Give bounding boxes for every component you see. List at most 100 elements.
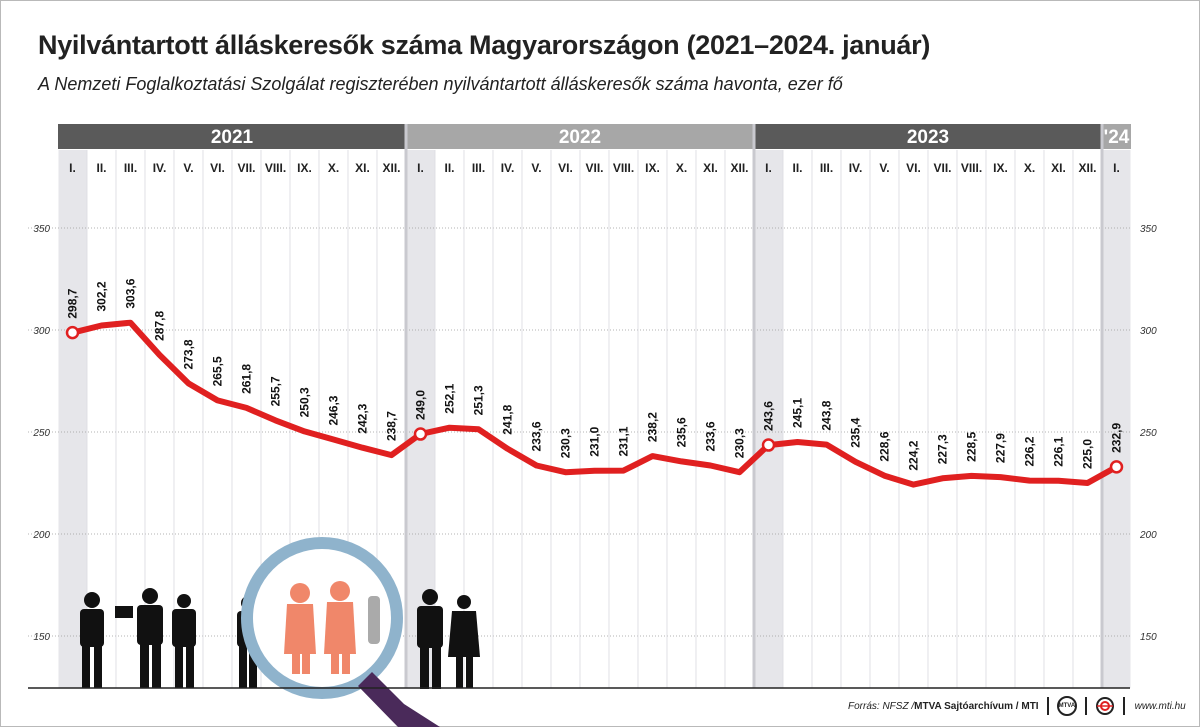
month-label: VI. xyxy=(906,161,921,175)
month-label: XI. xyxy=(703,161,718,175)
month-label: XII. xyxy=(1078,161,1096,175)
month-label: II. xyxy=(96,161,106,175)
data-label: 242,3 xyxy=(356,403,370,433)
data-label: 226,1 xyxy=(1052,436,1066,466)
person-silhouette xyxy=(115,588,163,688)
data-label: 287,8 xyxy=(153,311,167,341)
january-band xyxy=(1102,150,1131,688)
y-tick-label-left: 350 xyxy=(33,224,50,235)
data-label: 233,6 xyxy=(704,421,718,451)
data-label: 246,3 xyxy=(327,395,341,425)
data-label: 250,3 xyxy=(298,387,312,417)
footer-source: Forrás: NFSZ / xyxy=(848,700,915,712)
y-tick-label-left: 300 xyxy=(33,326,50,337)
month-label: VIII. xyxy=(961,161,982,175)
month-label: V. xyxy=(183,161,193,175)
data-label: 302,2 xyxy=(95,281,109,311)
y-tick-label-left: 200 xyxy=(32,530,50,541)
footer: Forrás: NFSZ / MTVA Sajtóarchívum / MTI … xyxy=(848,695,1186,717)
data-label: 235,6 xyxy=(675,417,689,447)
chart-title: Nyilvántartott álláskeresők száma Magyar… xyxy=(38,30,931,60)
data-label: 224,2 xyxy=(907,440,921,470)
month-label: XI. xyxy=(355,161,370,175)
data-label: 303,6 xyxy=(124,278,138,308)
data-label: 265,5 xyxy=(211,356,225,386)
year-header-bar xyxy=(754,124,1102,149)
footer-org: MTVA Sajtóarchívum / MTI xyxy=(914,700,1039,712)
month-label: I. xyxy=(765,161,772,175)
january-marker xyxy=(65,325,80,340)
data-label: 227,9 xyxy=(994,433,1008,463)
month-label: XI. xyxy=(1051,161,1066,175)
month-label: V. xyxy=(531,161,541,175)
month-label: V. xyxy=(879,161,889,175)
data-label: 235,4 xyxy=(849,417,863,447)
month-label: XII. xyxy=(382,161,400,175)
mtva-logo: MTVA xyxy=(1056,696,1077,716)
person-silhouette xyxy=(80,592,104,688)
y-tick-label-right: 200 xyxy=(1139,530,1157,541)
january-marker xyxy=(1109,460,1124,474)
y-tick-label-right: 300 xyxy=(1140,326,1157,337)
year-label: 2023 xyxy=(907,127,949,148)
data-label: 226,2 xyxy=(1023,436,1037,466)
data-label: 228,5 xyxy=(965,432,979,462)
data-label: 298,7 xyxy=(66,288,80,318)
year-header-bar xyxy=(1102,124,1131,149)
series-line xyxy=(69,319,1120,488)
month-label: III. xyxy=(472,161,485,175)
january-marker xyxy=(413,427,428,441)
month-label: III. xyxy=(820,161,833,175)
magnifier-icon xyxy=(241,537,440,727)
data-label: 255,7 xyxy=(269,376,283,406)
month-label: VII. xyxy=(237,161,255,175)
data-label: 241,8 xyxy=(501,404,515,434)
data-label: 243,6 xyxy=(762,401,776,431)
month-label: VIII. xyxy=(265,161,286,175)
month-label: VI. xyxy=(558,161,573,175)
january-band xyxy=(58,150,87,688)
data-label: 238,7 xyxy=(385,411,399,441)
month-label: I. xyxy=(1113,161,1120,175)
person-silhouette xyxy=(448,595,480,688)
footer-divider xyxy=(1046,697,1049,715)
month-label: IX. xyxy=(645,161,660,175)
month-label: I. xyxy=(417,161,424,175)
january-marker xyxy=(761,438,776,452)
month-label: VIII. xyxy=(613,161,634,175)
mtva-logo-text: MTVA xyxy=(1058,703,1076,709)
data-label: 245,1 xyxy=(791,398,805,428)
data-label: 230,3 xyxy=(559,428,573,458)
data-label: 273,8 xyxy=(182,339,196,369)
year-label: '24 xyxy=(1104,127,1130,148)
month-label: IV. xyxy=(849,161,863,175)
person-silhouette xyxy=(172,594,196,688)
month-label: IV. xyxy=(153,161,167,175)
data-label: 231,0 xyxy=(588,426,602,456)
year-label: 2021 xyxy=(211,127,254,148)
y-tick-label-right: 250 xyxy=(1139,428,1157,439)
y-tick-label-left: 150 xyxy=(33,632,50,643)
data-label: 251,3 xyxy=(472,385,486,415)
month-label: X. xyxy=(328,161,339,175)
year-header-bar xyxy=(58,124,406,149)
month-label: VII. xyxy=(585,161,603,175)
month-label: VI. xyxy=(210,161,225,175)
month-label: IX. xyxy=(993,161,1008,175)
data-label: 249,0 xyxy=(414,390,428,420)
footer-divider xyxy=(1122,697,1125,715)
data-label: 231,1 xyxy=(617,426,631,456)
january-band xyxy=(754,150,783,688)
data-label: 225,0 xyxy=(1081,439,1095,469)
month-label: II. xyxy=(444,161,454,175)
year-header-bar xyxy=(406,124,754,149)
month-label: IX. xyxy=(297,161,312,175)
month-label: III. xyxy=(124,161,137,175)
month-label: I. xyxy=(69,161,76,175)
y-tick-label-right: 350 xyxy=(1140,224,1157,235)
year-label: 2022 xyxy=(559,127,601,148)
month-label: X. xyxy=(676,161,687,175)
chart-subtitle: A Nemzeti Foglalkoztatási Szolgálat regi… xyxy=(38,74,843,94)
